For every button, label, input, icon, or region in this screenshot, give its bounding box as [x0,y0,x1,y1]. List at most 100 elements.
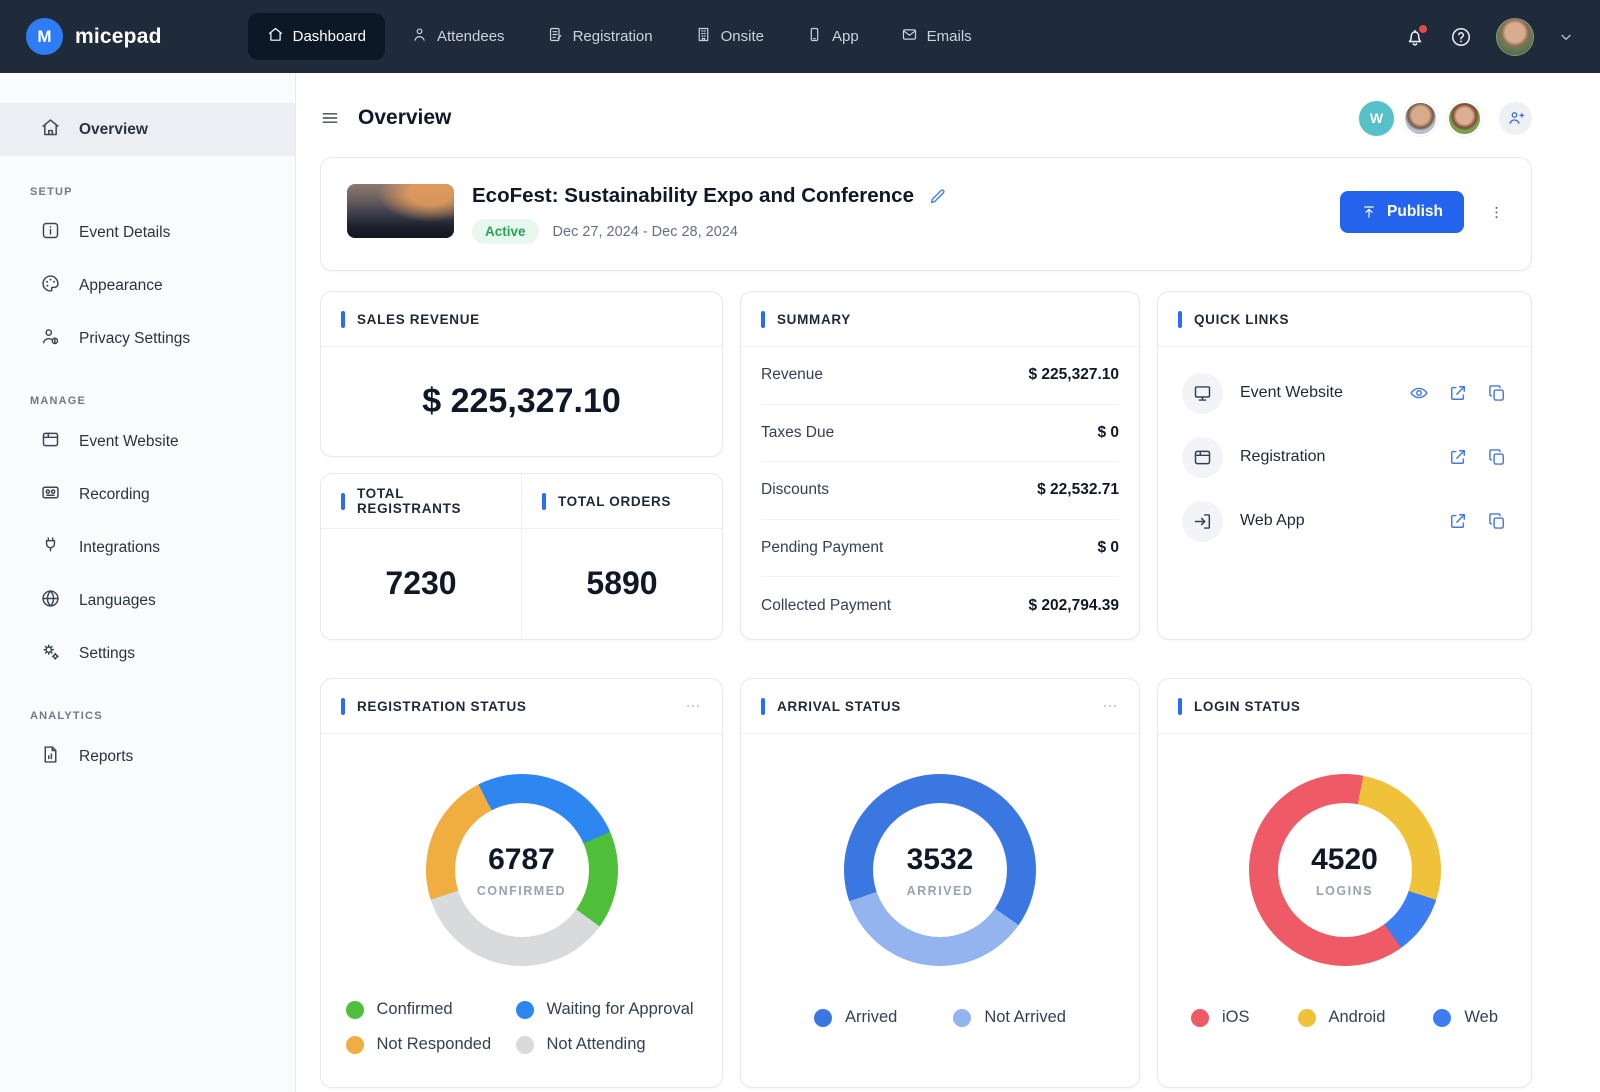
summary-card: SUMMARY Revenue $ 225,327.10 Taxes Due $… [740,291,1140,640]
legend-item: Waiting for Approval [515,1000,698,1019]
accent-bar [761,697,765,715]
legend-item: Not Arrived [953,1008,1066,1027]
collaborator-avatar[interactable] [1447,100,1482,136]
sidebar-item-appearance[interactable]: Appearance [0,259,295,312]
sidebar-section-analytics: ANALYTICS [30,710,103,722]
sidebar-item-event-details[interactable]: Event Details [0,206,295,259]
legend-item: Confirmed [345,1000,516,1019]
chevron-down-icon[interactable] [1558,29,1574,45]
summary-value: $ 0 [1097,423,1119,441]
status-badge: Active [472,219,539,244]
total-registrants-panel: TOTAL REGISTRANTS 7230 [321,474,521,639]
card-title: REGISTRATION STATUS [357,698,527,714]
sidebar-item-privacy-settings[interactable]: Privacy Settings [0,312,295,365]
card-menu-icon[interactable] [1101,697,1119,715]
legend-label: Arrived [845,1008,898,1026]
sidebar-item-recording[interactable]: Recording [0,468,295,521]
copy-icon[interactable] [1487,511,1507,531]
accent-bar [341,697,345,715]
help-button[interactable] [1450,26,1472,48]
event-title: EcoFest: Sustainability Expo and Confere… [472,184,914,207]
card-menu-icon[interactable] [684,697,702,715]
sales-revenue-value: $ 225,327.10 [422,381,621,420]
legend-item: Web [1433,1008,1498,1027]
event-menu-icon[interactable] [1488,204,1505,221]
nav-item-onsite[interactable]: Onsite [679,13,780,60]
sidebar-item-overview[interactable]: Overview [0,103,295,156]
legend-dot [345,1035,364,1054]
sidebar-item-label: Event Details [79,223,171,241]
donut-center-value: 4520 [1311,842,1378,876]
sidebar-item-label: Languages [79,591,156,609]
sidebar-item-label: Appearance [79,276,163,294]
registration-status-card: REGISTRATION STATUS 6787 CONFIRMED [320,678,723,1088]
collaborator-avatars: W [1359,100,1532,136]
page-title: Overview [358,106,452,129]
publish-button[interactable]: Publish [1340,191,1464,233]
copy-icon[interactable] [1487,383,1507,403]
envelope-icon [901,26,918,47]
open-external-icon[interactable] [1448,383,1468,403]
legend-dot [1433,1008,1452,1027]
sidebar-item-label: Reports [79,747,134,765]
open-external-icon[interactable] [1448,511,1468,531]
login-donut-chart: 4520 LOGINS [1248,774,1441,966]
nav-item-dashboard[interactable]: Dashboard [247,13,385,60]
add-collaborator-button[interactable] [1499,101,1532,135]
sidebar-item-label: Settings [79,644,136,662]
user-avatar[interactable] [1496,17,1534,56]
nav-item-emails[interactable]: Emails [885,13,988,60]
legend-item: Android [1297,1008,1386,1027]
sidebar-item-event-website[interactable]: Event Website [0,415,295,468]
quick-link-web-app: Web App [1158,489,1531,553]
sidebar-item-languages[interactable]: Languages [0,574,295,627]
legend: Confirmed Waiting for Approval Not Respo… [345,1000,698,1054]
card-title: TOTAL REGISTRANTS [357,486,462,516]
event-thumbnail [347,184,454,238]
summary-row: Taxes Due $ 0 [761,405,1119,462]
upload-icon [1364,206,1374,218]
collaborator-avatar[interactable] [1403,100,1438,136]
legend-label: Android [1328,1008,1386,1026]
top-navbar: M micepad Dashboard Attendees Registrati… [0,0,1600,73]
sidebar-item-reports[interactable]: Reports [0,730,295,783]
legend-dot [515,1000,534,1019]
recording-icon [40,482,61,508]
quick-link-label: Registration [1240,448,1326,465]
sidebar-item-label: Privacy Settings [79,329,191,347]
event-card: EcoFest: Sustainability Expo and Confere… [320,157,1532,271]
nav-item-attendees[interactable]: Attendees [395,13,521,60]
collaborator-avatar-initial[interactable]: W [1359,100,1394,136]
summary-row: Pending Payment $ 0 [761,520,1119,577]
brand-logo[interactable]: M micepad [26,18,162,55]
collapse-sidebar-icon[interactable] [320,108,340,128]
edit-title-icon[interactable] [928,187,947,206]
copy-icon[interactable] [1487,447,1507,467]
info-square-icon [40,220,61,246]
legend-item: Not Attending [515,1035,698,1054]
quick-link-label: Event Website [1240,384,1343,401]
accent-bar [1178,310,1182,328]
summary-value: $ 202,794.39 [1028,596,1119,614]
notifications-button[interactable] [1404,24,1427,48]
sidebar-item-label: Integrations [79,538,160,556]
card-title: ARRIVAL STATUS [777,698,901,714]
nav-item-app[interactable]: App [790,13,875,60]
summary-row: Discounts $ 22,532.71 [761,462,1119,520]
card-title: SALES REVENUE [357,311,480,327]
card-title: TOTAL ORDERS [558,493,672,509]
open-external-icon[interactable] [1448,447,1468,467]
registration-donut-chart: 6787 CONFIRMED [425,774,618,966]
quick-link-event-website: Event Website [1158,361,1531,425]
nav-item-registration[interactable]: Registration [531,13,669,60]
report-document-icon [40,744,61,770]
sidebar-item-integrations[interactable]: Integrations [0,521,295,574]
privacy-person-icon [40,326,61,352]
donut-center-value: 3532 [906,842,974,876]
summary-row: Collected Payment $ 202,794.39 [761,577,1119,635]
accent-bar [1178,697,1182,715]
preview-eye-icon[interactable] [1409,383,1429,403]
nav-label: Onsite [720,28,764,45]
sidebar-item-settings[interactable]: Settings [0,627,295,680]
sidebar-item-label: Event Website [79,432,179,450]
